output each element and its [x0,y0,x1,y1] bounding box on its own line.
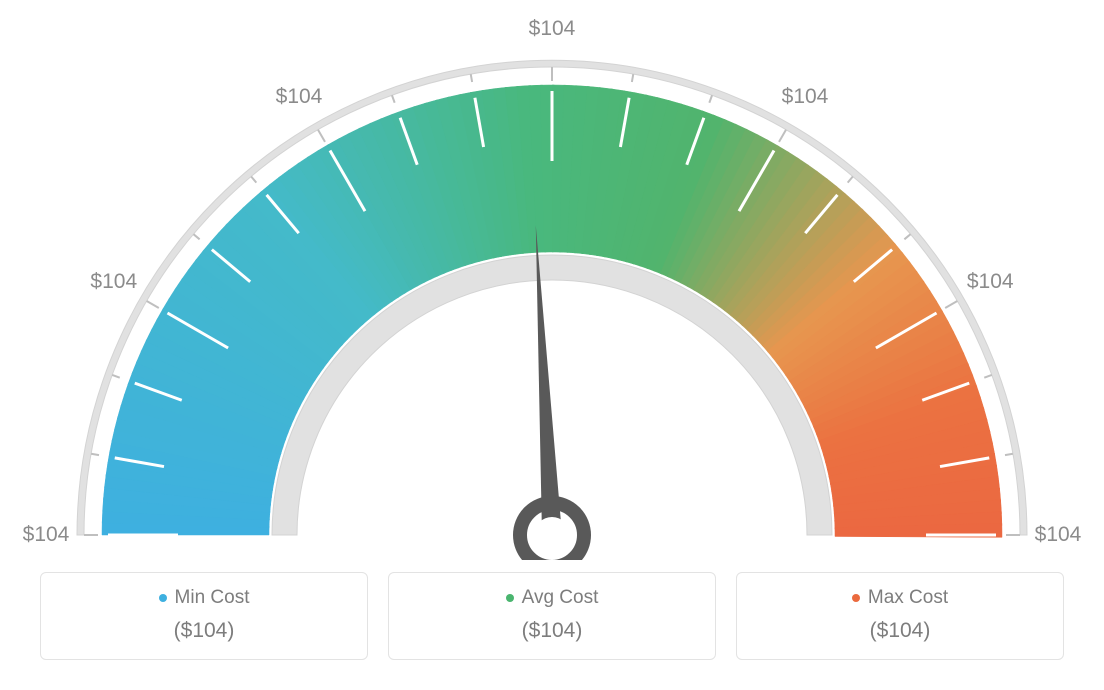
gauge-scale-label: $104 [967,270,1014,294]
legend-value-avg: ($104) [399,619,705,643]
gauge-chart: $104 $104 $104 $104 $104 $104 $104 [0,0,1104,560]
gauge-scale-label: $104 [529,17,576,41]
legend-value-max: ($104) [747,619,1053,643]
legend-row: Min Cost ($104) Avg Cost ($104) Max Cost… [40,572,1064,660]
chart-container: $104 $104 $104 $104 $104 $104 $104 Min Cost ($… [0,0,1104,690]
legend-card-max: Max Cost ($104) [736,572,1064,660]
legend-value-min: ($104) [51,619,357,643]
legend-title-max: Max Cost [747,587,1053,609]
gauge-scale-label: $104 [1035,523,1082,547]
legend-card-min: Min Cost ($104) [40,572,368,660]
legend-title-min: Min Cost [51,587,357,609]
gauge-scale-label: $104 [276,85,323,109]
legend-title-avg: Avg Cost [399,587,705,609]
gauge-scale-label: $104 [782,85,829,109]
legend-card-avg: Avg Cost ($104) [388,572,716,660]
gauge-scale-label: $104 [23,523,70,547]
gauge-scale-label: $104 [90,270,137,294]
